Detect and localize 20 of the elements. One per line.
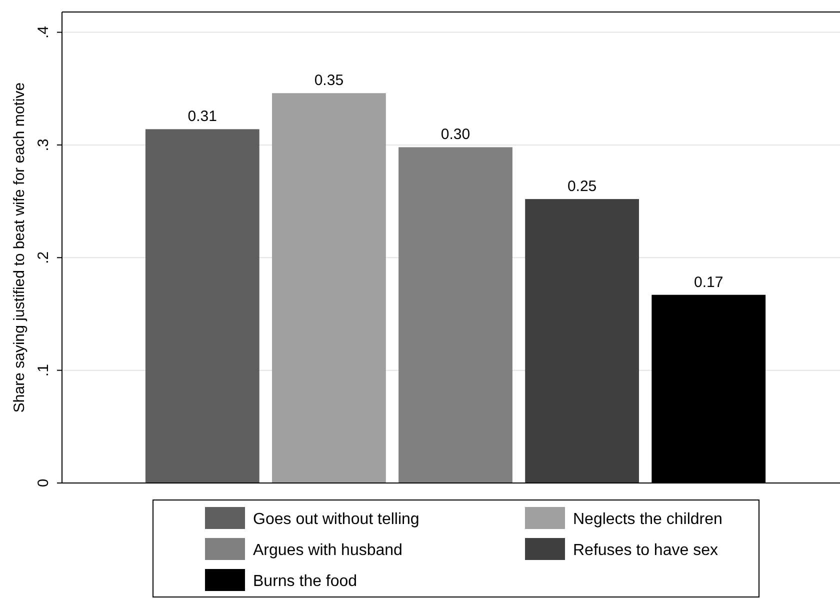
- data-label: 0.31: [188, 108, 217, 126]
- data-label: 0.30: [440, 126, 470, 144]
- legend-label: Goes out without telling: [253, 511, 420, 528]
- bar: [525, 199, 639, 483]
- y-tick-label: .2: [35, 251, 52, 264]
- data-label: 0.17: [694, 274, 724, 291]
- y-tick-label: .1: [35, 364, 52, 377]
- y-tick-label: .4: [35, 26, 52, 39]
- legend-label: Burns the food: [253, 573, 358, 590]
- data-label: 0.35: [314, 72, 344, 90]
- legend-label: Argues with husband: [253, 542, 402, 559]
- y-tick-label: 0: [35, 478, 52, 488]
- data-label: 0.25: [567, 178, 597, 196]
- bar: [398, 147, 512, 483]
- y-tick-label: .3: [35, 138, 52, 152]
- legend-label: Neglects the children: [573, 511, 722, 528]
- legend-label: Refuses to have sex: [573, 542, 718, 559]
- y-axis-title: Share saying justified to beat wife for each motive: [11, 82, 28, 413]
- bar: [145, 129, 260, 483]
- bar: [272, 93, 386, 483]
